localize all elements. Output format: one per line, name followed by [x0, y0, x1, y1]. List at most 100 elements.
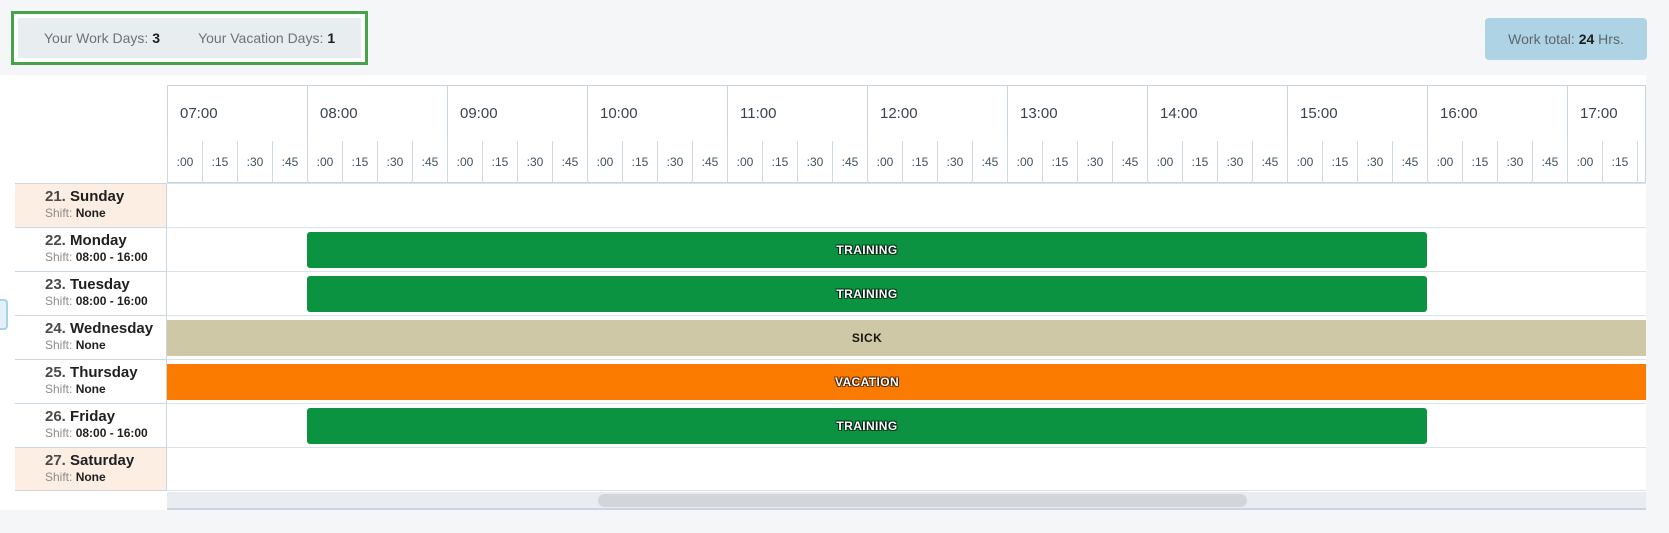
- minute-header-cell: :45: [1252, 141, 1287, 182]
- day-label-cell: 23. Tuesday Shift: 08:00 - 16:00: [15, 271, 167, 315]
- minute-header-cell: :30: [1637, 141, 1645, 182]
- schedule-track[interactable]: TRAINING: [167, 227, 1646, 271]
- minute-header-cell: :00: [587, 141, 622, 182]
- day-row-thursday: 25. Thursday Shift: None VACATION: [0, 359, 1646, 403]
- minute-header-cell: :30: [237, 141, 272, 182]
- minute-header-cell: :15: [762, 141, 797, 182]
- day-shift-value: None: [75, 382, 106, 396]
- minute-header-cell: :30: [1357, 141, 1392, 182]
- schedule-track[interactable]: SICK: [167, 315, 1646, 359]
- day-row-monday: 22. Monday Shift: 08:00 - 16:00 TRAINING: [0, 227, 1646, 271]
- minute-header-cell: :15: [342, 141, 377, 182]
- day-shift-info: Shift: 08:00 - 16:00: [45, 250, 148, 264]
- day-label-cell: 22. Monday Shift: 08:00 - 16:00: [15, 227, 167, 271]
- minute-header-cell: :45: [552, 141, 587, 182]
- day-title: 23. Tuesday: [45, 276, 130, 293]
- hour-header-cell: 15:00: [1287, 86, 1427, 141]
- day-shift-value: 08:00 - 16:00: [75, 294, 148, 308]
- day-shift-info: Shift: None: [45, 206, 106, 220]
- work-days-label: Your Work Days:: [44, 30, 149, 46]
- day-number: 24.: [45, 320, 71, 337]
- minute-header-cell: :15: [1182, 141, 1217, 182]
- scrollbar-thumb[interactable]: [598, 494, 1247, 507]
- day-shift-value: 08:00 - 16:00: [75, 250, 148, 264]
- minute-header-cell: :30: [937, 141, 972, 182]
- day-row-sunday: 21. Sunday Shift: None: [0, 183, 1646, 227]
- hour-header-cell: 17:00: [1567, 86, 1645, 141]
- minute-header-cell: :30: [797, 141, 832, 182]
- minute-header-cell: :30: [1497, 141, 1532, 182]
- minute-header-cell: :00: [1007, 141, 1042, 182]
- minute-header-cell: :15: [1042, 141, 1077, 182]
- minute-header-cell: :30: [657, 141, 692, 182]
- event-bar-training[interactable]: [307, 232, 1427, 268]
- minute-header-cell: :00: [167, 141, 202, 182]
- day-title: 22. Monday: [45, 232, 127, 249]
- shift-scheduler: 07:00 08:00 09:00 10:00 11:00 12:00 13:00 14:00…: [0, 75, 1646, 510]
- horizontal-scrollbar[interactable]: [167, 492, 1646, 510]
- day-title: 26. Friday: [45, 408, 116, 425]
- day-shift-info: Shift: None: [45, 470, 106, 484]
- minute-header-cell: :45: [272, 141, 307, 182]
- day-label-cell: 26. Friday Shift: 08:00 - 16:00: [15, 403, 167, 447]
- minute-header-cell: :00: [1287, 141, 1322, 182]
- minute-header-cell: :15: [482, 141, 517, 182]
- minute-header-cell: :45: [692, 141, 727, 182]
- minute-header-cell: :45: [972, 141, 1007, 182]
- hour-header-cell: 10:00: [587, 86, 727, 141]
- minute-header-cell: :30: [377, 141, 412, 182]
- work-days-value: 3: [152, 30, 161, 46]
- minute-header-cell: :15: [1602, 141, 1637, 182]
- days-summary-panel: Your Work Days: 3 Your Vacation Days: 1: [18, 18, 362, 58]
- day-title: 27. Saturday: [45, 452, 135, 469]
- minute-header-cell: :00: [447, 141, 482, 182]
- schedule-track[interactable]: [167, 183, 1646, 227]
- event-bar-training[interactable]: [307, 408, 1427, 444]
- timeline-minutes-header: :00:15:30:45:00:15:30:45:00:15:30:45:00:…: [167, 141, 1646, 183]
- day-shift-value: None: [75, 338, 106, 352]
- day-row-saturday: 27. Saturday Shift: None: [0, 447, 1646, 491]
- vacation-days-value: 1: [327, 30, 336, 46]
- day-rows: 21. Sunday Shift: None 22. Monday Shift: 08…: [0, 183, 1646, 491]
- day-label-cell: 27. Saturday Shift: None: [15, 447, 167, 491]
- minute-header-cell: :00: [307, 141, 342, 182]
- day-row-tuesday: 23. Tuesday Shift: 08:00 - 16:00 TRAINING: [0, 271, 1646, 315]
- day-number: 22.: [45, 232, 71, 249]
- minute-header-cell: :00: [727, 141, 762, 182]
- event-bar-training[interactable]: [307, 276, 1427, 312]
- work-total-value: 24: [1578, 31, 1595, 47]
- minute-header-cell: :45: [832, 141, 867, 182]
- schedule-track[interactable]: TRAINING: [167, 403, 1646, 447]
- hour-header-cell: 13:00: [1007, 86, 1147, 141]
- schedule-track[interactable]: TRAINING: [167, 271, 1646, 315]
- day-shift-value: None: [75, 206, 106, 220]
- day-number: 26.: [45, 408, 71, 425]
- day-number: 25.: [45, 364, 71, 381]
- event-bar-sick[interactable]: [167, 320, 1646, 356]
- day-shift-info: Shift: None: [45, 382, 106, 396]
- minute-header-cell: :45: [1112, 141, 1147, 182]
- day-shift-info: Shift: None: [45, 338, 106, 352]
- event-bar-vacation[interactable]: [167, 364, 1646, 400]
- schedule-track[interactable]: [167, 447, 1646, 491]
- hour-header-cell: 07:00: [167, 86, 307, 141]
- minute-header-cell: :15: [202, 141, 237, 182]
- day-shift-info: Shift: 08:00 - 16:00: [45, 426, 148, 440]
- work-total-badge: Work total: 24 Hrs.: [1485, 18, 1647, 60]
- day-label-cell: 21. Sunday Shift: None: [15, 183, 167, 227]
- day-shift-value: None: [75, 470, 106, 484]
- minute-header-cell: :00: [1427, 141, 1462, 182]
- day-shift-value: 08:00 - 16:00: [75, 426, 148, 440]
- vacation-days-label: Your Vacation Days:: [198, 30, 324, 46]
- minute-header-cell: :30: [517, 141, 552, 182]
- day-row-wednesday: 24. Wednesday Shift: None SICK: [0, 315, 1646, 359]
- left-scroll-marker[interactable]: [0, 299, 8, 330]
- hour-header-cell: 16:00: [1427, 86, 1567, 141]
- hour-header-cell: 14:00: [1147, 86, 1287, 141]
- schedule-track[interactable]: VACATION: [167, 359, 1646, 403]
- work-total-unit: Hrs.: [1598, 31, 1624, 47]
- minute-header-cell: :00: [1567, 141, 1602, 182]
- day-title: 21. Sunday: [45, 188, 125, 205]
- work-total-label: Work total:: [1508, 31, 1575, 47]
- day-row-friday: 26. Friday Shift: 08:00 - 16:00 TRAINING: [0, 403, 1646, 447]
